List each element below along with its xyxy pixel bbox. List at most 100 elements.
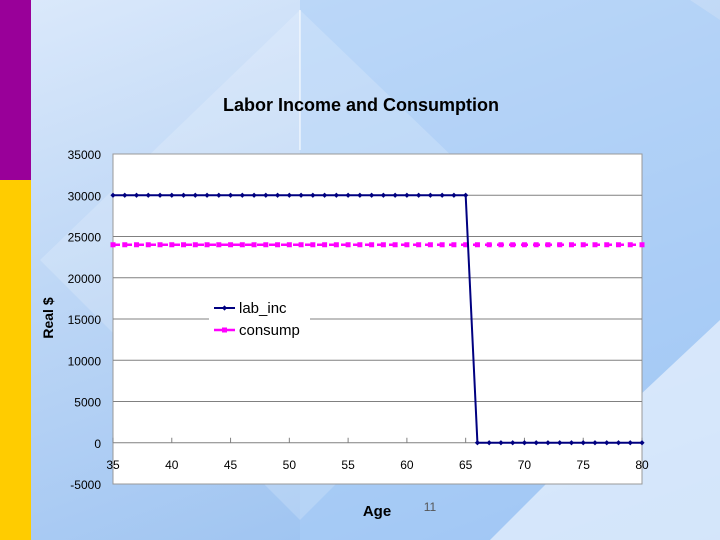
x-tick-label: 45: [224, 458, 238, 472]
data-point-lab_inc: [427, 192, 433, 198]
x-tick-label: 80: [635, 458, 649, 472]
y-axis-label: Real $: [40, 297, 56, 338]
data-point-lab_inc: [263, 192, 269, 198]
data-point-consump: [380, 242, 386, 248]
y-tick-label: 35000: [68, 148, 102, 162]
data-point-lab_inc: [286, 192, 292, 198]
data-point-consump: [110, 242, 116, 248]
data-point-lab_inc: [204, 192, 210, 198]
series-consump: [110, 242, 645, 248]
data-point-lab_inc: [545, 440, 551, 446]
data-point-consump: [286, 242, 292, 248]
data-point-consump: [263, 242, 269, 248]
legend-label: lab_inc: [239, 300, 287, 317]
data-point-lab_inc: [416, 192, 422, 198]
data-point-lab_inc: [298, 192, 304, 198]
data-point-consump: [510, 242, 516, 248]
data-point-lab_inc: [157, 192, 163, 198]
data-point-consump: [369, 242, 375, 248]
data-point-consump: [392, 242, 398, 248]
legend-box: [209, 295, 310, 341]
data-point-consump: [615, 242, 621, 248]
data-point-consump: [228, 242, 234, 248]
data-point-lab_inc: [145, 192, 151, 198]
data-point-lab_inc: [392, 192, 398, 198]
data-point-consump: [545, 242, 551, 248]
data-point-consump: [333, 242, 339, 248]
data-point-consump: [134, 242, 140, 248]
data-point-consump: [322, 242, 328, 248]
data-point-lab_inc: [592, 440, 598, 446]
x-tick-label: 55: [341, 458, 355, 472]
data-point-consump: [157, 242, 163, 248]
data-point-consump: [557, 242, 563, 248]
data-point-consump: [239, 242, 245, 248]
data-point-lab_inc: [110, 192, 116, 198]
data-point-lab_inc: [227, 192, 234, 198]
chart-title: Labor Income and Consumption: [223, 95, 499, 115]
data-point-consump: [416, 242, 422, 248]
data-point-lab_inc: [404, 192, 410, 198]
data-point-lab_inc: [322, 192, 328, 198]
data-point-consump: [204, 242, 210, 248]
data-point-lab_inc: [357, 192, 363, 198]
data-point-lab_inc: [345, 192, 351, 198]
data-point-lab_inc: [333, 192, 339, 198]
data-point-lab_inc: [568, 440, 575, 446]
data-point-lab_inc: [533, 440, 539, 446]
data-point-lab_inc: [510, 440, 516, 446]
data-point-lab_inc: [274, 192, 281, 198]
data-point-consump: [439, 242, 445, 248]
legend-label: consump: [239, 322, 300, 339]
data-point-lab_inc: [557, 440, 563, 446]
series-line-lab_inc: [113, 194, 642, 444]
data-point-lab_inc: [521, 440, 528, 446]
data-point-consump: [275, 242, 281, 248]
y-tick-label: 30000: [68, 189, 102, 203]
x-tick-labels: 35 40 45 50 55 60 65 70 75 80: [106, 458, 649, 472]
x-tick-label: 75: [577, 458, 591, 472]
data-point-consump: [251, 242, 257, 248]
data-point-lab_inc: [498, 440, 504, 446]
data-point-consump: [216, 242, 222, 248]
y-tick-label: 20000: [68, 272, 102, 286]
data-point-consump: [498, 242, 504, 248]
data-point-lab_inc: [239, 192, 245, 198]
data-point-lab_inc: [451, 192, 457, 198]
data-point-lab_inc: [122, 192, 128, 198]
data-point-lab_inc: [639, 440, 645, 446]
data-point-consump: [568, 242, 574, 248]
data-point-lab_inc: [486, 440, 492, 446]
data-point-consump: [604, 242, 610, 248]
y-tick-labels: 35000 30000 25000 20000 15000 10000 5000 0 -5000: [68, 148, 102, 492]
data-point-lab_inc: [463, 192, 469, 198]
data-point-consump: [404, 242, 410, 248]
accent-stripe-purple: [0, 0, 31, 180]
x-tick-label: 35: [106, 458, 120, 472]
data-point-consump: [533, 242, 539, 248]
data-point-consump: [474, 242, 480, 248]
data-point-consump: [357, 242, 363, 248]
data-point-consump: [298, 242, 304, 248]
data-point-lab_inc: [580, 440, 586, 446]
x-tick-label: 40: [165, 458, 179, 472]
data-point-consump: [310, 242, 316, 248]
data-point-lab_inc: [310, 192, 316, 198]
y-tick-label: 0: [94, 437, 101, 451]
data-point-lab_inc: [604, 440, 610, 446]
data-point-consump: [145, 242, 151, 248]
data-point-lab_inc: [627, 440, 633, 446]
x-axis-label: Age: [363, 503, 391, 520]
data-point-consump: [427, 242, 433, 248]
data-point-consump: [463, 242, 469, 248]
data-point-consump: [486, 242, 492, 248]
data-point-lab_inc: [380, 192, 386, 198]
data-point-consump: [627, 242, 633, 248]
data-point-lab_inc: [180, 192, 187, 198]
y-tick-label: 15000: [68, 313, 102, 327]
data-point-lab_inc: [133, 192, 140, 198]
data-point-consump: [451, 242, 457, 248]
data-point-lab_inc: [169, 192, 175, 198]
